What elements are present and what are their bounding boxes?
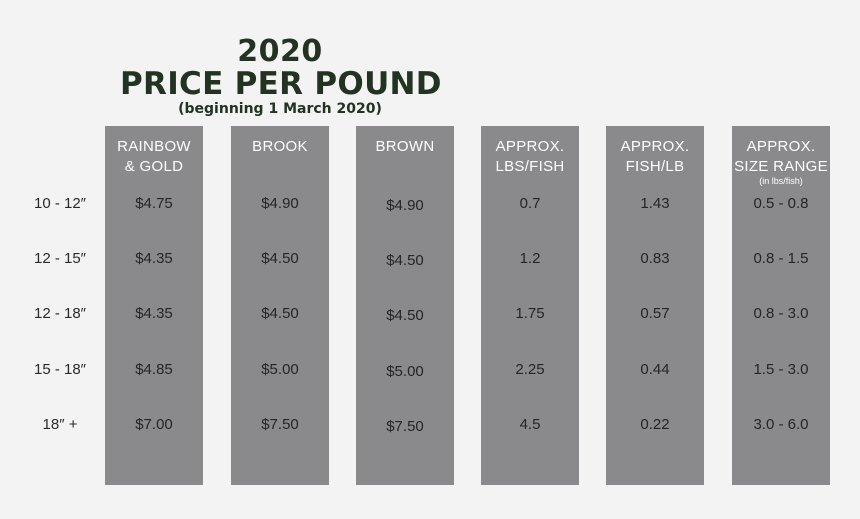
table-cell: $4.50: [386, 252, 424, 269]
table-cell: 0.83: [640, 250, 670, 267]
row-label-4: 15 - 18″: [33, 361, 86, 378]
column-header-line: APPROX.: [495, 138, 565, 155]
table-cell: 1.2: [519, 250, 541, 267]
column-header-line: APPROX.: [746, 138, 816, 155]
column-header: BROWN: [356, 137, 454, 157]
table-cell: 0.22: [640, 416, 670, 433]
column-brown: BROWN $4.90 $4.50 $4.50 $5.00 $7.50: [356, 126, 454, 485]
table-cell: $4.75: [135, 195, 173, 212]
column-header-line: APPROX.: [620, 138, 690, 155]
column-header-note: (in lbs/fish): [759, 176, 803, 186]
table-cell: 3.0 - 6.0: [753, 416, 809, 433]
table-cell: 0.57: [640, 305, 670, 322]
table-cell: $4.35: [135, 305, 173, 322]
table-cell: 2.25: [515, 361, 545, 378]
column-size-range: APPROX. SIZE RANGE (in lbs/fish) 0.5 - 0…: [732, 126, 830, 485]
table-cell: 1.5 - 3.0: [753, 361, 809, 378]
table-cell: $4.50: [386, 307, 424, 324]
table-cell: 1.75: [515, 305, 545, 322]
table-cell: 0.5 - 0.8: [753, 195, 809, 212]
table-cell: $4.35: [135, 250, 173, 267]
column-header: APPROX. SIZE RANGE (in lbs/fish): [732, 137, 830, 186]
column-brook: BROOK $4.90 $4.50 $4.50 $5.00 $7.50: [231, 126, 329, 485]
table-cell: $4.90: [261, 195, 299, 212]
column-lbs-per-fish: APPROX. LBS/FISH 0.7 1.2 1.75 2.25 4.5: [481, 126, 579, 485]
table-cell: 0.8 - 1.5: [753, 250, 809, 267]
column-header: BROOK: [231, 137, 329, 157]
column-header-line: & GOLD: [124, 158, 184, 175]
column-header: APPROX. FISH/LB: [606, 137, 704, 177]
column-header-line: BROWN: [375, 138, 435, 155]
table-cell: $7.50: [261, 416, 299, 433]
table-cell: 0.7: [519, 195, 541, 212]
column-fish-per-lb: APPROX. FISH/LB 1.43 0.83 0.57 0.44 0.22: [606, 126, 704, 485]
column-rainbow-gold: RAINBOW & GOLD $4.75 $4.35 $4.35 $4.85 $…: [105, 126, 203, 485]
row-label-3: 12 - 18″: [33, 305, 86, 322]
page-title: PRICE PER POUND: [120, 66, 442, 102]
table-cell: $7.50: [386, 418, 424, 435]
table-cell: $7.00: [135, 416, 173, 433]
table-cell: 0.44: [640, 361, 670, 378]
row-label-5: 18″ +: [42, 416, 78, 433]
column-header-line: LBS/FISH: [495, 158, 565, 175]
column-header: RAINBOW & GOLD: [105, 137, 203, 177]
table-cell: 4.5: [519, 416, 541, 433]
column-header-line: FISH/LB: [625, 158, 685, 175]
table-cell: $5.00: [261, 361, 299, 378]
column-header-line: RAINBOW: [117, 138, 191, 155]
title-year: 2020: [237, 34, 323, 69]
table-cell: $4.90: [386, 197, 424, 214]
table-cell: $5.00: [386, 363, 424, 380]
column-header-line: SIZE RANGE: [734, 158, 828, 175]
row-label-2: 12 - 15″: [33, 250, 86, 267]
row-label-1: 10 - 12″: [33, 195, 86, 212]
column-header-line: BROOK: [252, 138, 308, 155]
table-cell: 1.43: [640, 195, 670, 212]
table-cell: $4.50: [261, 305, 299, 322]
column-header: APPROX. LBS/FISH: [481, 137, 579, 177]
page-subtitle: (beginning 1 March 2020): [178, 101, 382, 117]
table-cell: $4.85: [135, 361, 173, 378]
title-block: 2020 PRICE PER POUND (beginning 1 March …: [120, 34, 442, 118]
table-cell: $4.50: [261, 250, 299, 267]
table-cell: 0.8 - 3.0: [753, 305, 809, 322]
